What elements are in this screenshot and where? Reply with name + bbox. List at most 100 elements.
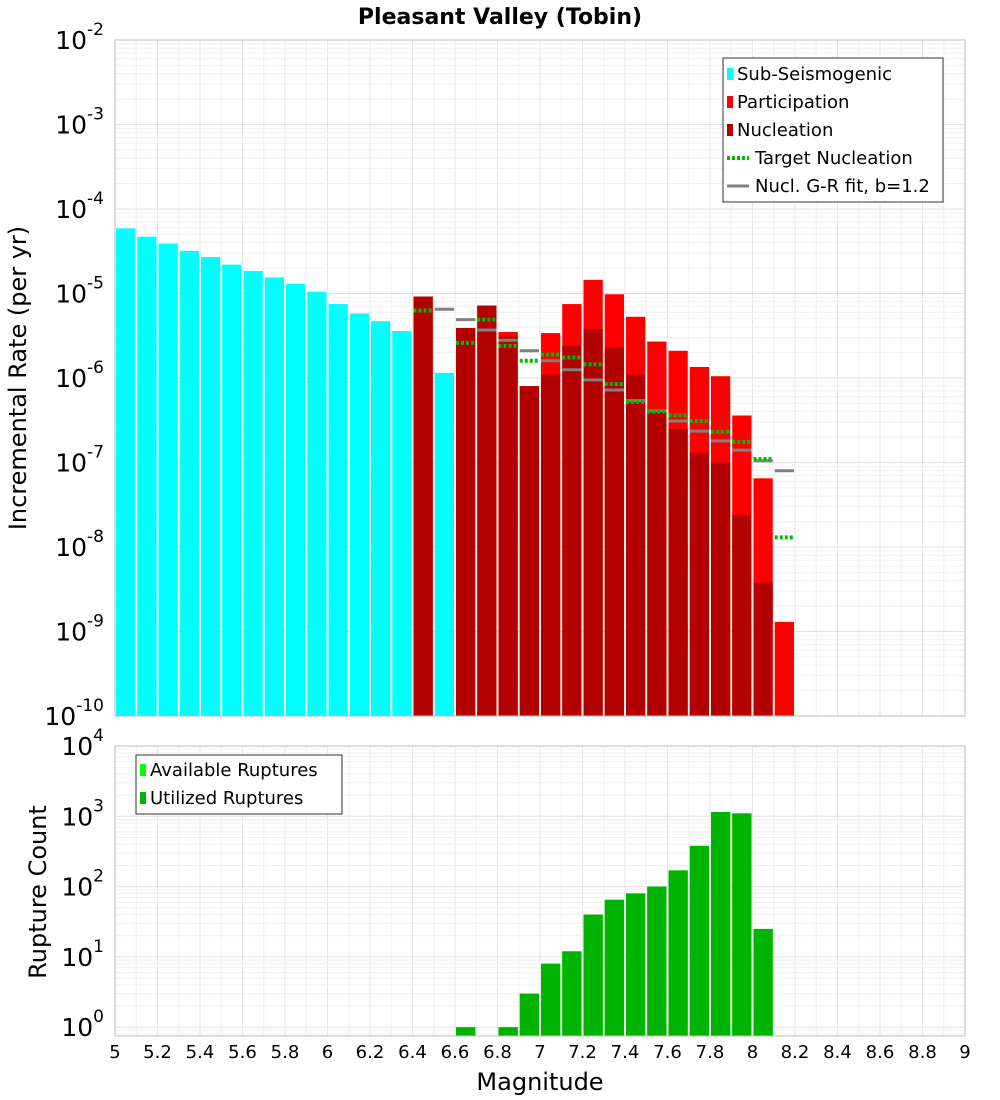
bottom-y-axis-label: Rupture Count (24, 805, 52, 979)
legend-label: Utilized Ruptures (150, 788, 303, 809)
bar-utilized-ruptures (668, 870, 688, 1036)
top-plot-frame (114, 39, 966, 717)
bar-nucleation (689, 452, 709, 716)
x-tick-label: 5.2 (143, 1042, 172, 1063)
x-tick-label: 7.8 (696, 1042, 725, 1063)
bottom-plot-frame (114, 745, 966, 1037)
y-tick-label: 10-9 (55, 612, 104, 647)
y-tick-label: 10-3 (55, 105, 104, 140)
bar-nucleation (498, 336, 518, 716)
bar-utilized-ruptures (541, 963, 561, 1036)
bar-utilized-ruptures (647, 886, 667, 1036)
y-tick-label: 103 (61, 796, 104, 831)
x-tick-label: 8 (747, 1042, 758, 1063)
bar-utilized-ruptures (732, 813, 752, 1036)
x-tick-label: 7 (534, 1042, 545, 1063)
bar-sub-seismogenic (392, 330, 412, 716)
x-tick-label: 8.8 (908, 1042, 937, 1063)
bar-utilized-ruptures (498, 1027, 518, 1036)
legend-box (722, 57, 944, 203)
top-y-ticks: 10-10 10-9 10-8 10-7 10-6 10-5 10-4 10-3 10-2 (44, 20, 104, 731)
legend-label: Available Ruptures (150, 760, 318, 781)
legend-key-sub-seismogenic (727, 68, 733, 80)
rupture-count-panel: 100 101 102 103 104 5 5.2 5.4 5.6 5.8 6 6.2 6.4 6.6 6… (24, 726, 971, 1096)
bar-sub-seismogenic (286, 283, 306, 716)
legend-label: Participation (737, 92, 849, 113)
y-tick-label: 102 (61, 867, 104, 902)
y-tick-label: 10-5 (55, 274, 104, 309)
bar-nucleation (647, 410, 667, 716)
bar-sub-seismogenic (201, 257, 221, 716)
legend-label: Nucl. G-R fit, b=1.2 (755, 176, 930, 197)
bar-utilized-ruptures (753, 928, 773, 1036)
x-tick-labels: 5 5.2 5.4 5.6 5.8 6 6.2 6.4 6.6 6.8 7 7.2 7.4 7.6 7.8 8… (109, 1042, 970, 1063)
bar-sub-seismogenic (179, 250, 199, 716)
bar-sub-seismogenic (264, 277, 284, 716)
x-tick-label: 6.2 (356, 1042, 385, 1063)
x-axis-label: Magnitude (476, 1068, 603, 1096)
x-tick-label: 6.4 (398, 1042, 427, 1063)
x-tick-label: 5.4 (186, 1042, 215, 1063)
incremental-rate-panel: 10-10 10-9 10-8 10-7 10-6 10-5 10-4 10-3 10-2 In… (4, 20, 966, 731)
bar-nucleation (583, 329, 603, 716)
x-tick-label: 6 (322, 1042, 333, 1063)
legend-key-nucleation (727, 124, 733, 136)
chart-title: Pleasant Valley (Tobin) (358, 5, 642, 30)
bar-nucleation (732, 514, 752, 716)
bar-nucleation (668, 428, 688, 716)
bar-sub-seismogenic (434, 372, 454, 716)
top-bars (116, 228, 794, 716)
bar-nucleation (456, 328, 476, 716)
bar-nucleation (711, 462, 731, 716)
x-tick-label: 6.6 (441, 1042, 470, 1063)
bar-utilized-ruptures (626, 893, 646, 1036)
bar-nucleation (562, 345, 582, 716)
bar-nucleation (604, 347, 624, 716)
bar-sub-seismogenic (349, 313, 369, 716)
bar-utilized-ruptures (456, 1027, 476, 1036)
y-tick-label: 10-6 (55, 358, 104, 393)
legend-key-utilized-ruptures (140, 792, 146, 804)
x-tick-label: 5.6 (228, 1042, 257, 1063)
bar-sub-seismogenic (137, 236, 157, 716)
bar-nucleation (626, 374, 646, 716)
y-tick-label: 101 (61, 937, 104, 972)
y-tick-label: 10-10 (44, 696, 104, 731)
legend-label: Target Nucleation (754, 148, 913, 169)
x-tick-label: 8.4 (823, 1042, 852, 1063)
bar-sub-seismogenic (243, 270, 263, 716)
bar-nucleation (753, 582, 773, 716)
legend-box (135, 754, 343, 815)
bar-sub-seismogenic (222, 264, 242, 716)
top-y-axis-label: Incremental Rate (per yr) (4, 226, 32, 530)
top-lines (413, 307, 794, 540)
bar-utilized-ruptures (604, 899, 624, 1036)
bar-sub-seismogenic (116, 228, 136, 716)
legend-label: Nucleation (737, 120, 833, 141)
y-tick-label: 100 (61, 1007, 104, 1042)
bottom-bars (456, 812, 773, 1036)
x-tick-label: 8.2 (781, 1042, 810, 1063)
y-tick-label: 104 (61, 726, 104, 761)
x-tick-label: 9 (959, 1042, 970, 1063)
y-tick-label: 10-7 (55, 443, 104, 478)
bar-sub-seismogenic (328, 304, 348, 716)
y-tick-label: 10-8 (55, 527, 104, 562)
bar-participation (774, 621, 794, 716)
y-tick-label: 10-4 (55, 189, 104, 224)
bar-sub-seismogenic (307, 291, 327, 716)
x-tick-label: 5 (109, 1042, 120, 1063)
bottom-legend: Available Ruptures Utilized Ruptures (135, 754, 343, 815)
y-tick-label: 10-2 (55, 20, 104, 55)
bar-nucleation (519, 386, 539, 716)
bar-nucleation (477, 305, 497, 716)
bar-utilized-ruptures (519, 993, 539, 1036)
legend-label: Sub-Seismogenic (737, 64, 892, 85)
legend-key-available-ruptures (140, 764, 146, 776)
x-tick-label: 5.8 (271, 1042, 300, 1063)
bottom-y-ticks: 100 101 102 103 104 (61, 726, 104, 1042)
bar-utilized-ruptures (689, 845, 709, 1036)
x-tick-label: 6.8 (483, 1042, 512, 1063)
x-tick-label: 8.6 (866, 1042, 895, 1063)
